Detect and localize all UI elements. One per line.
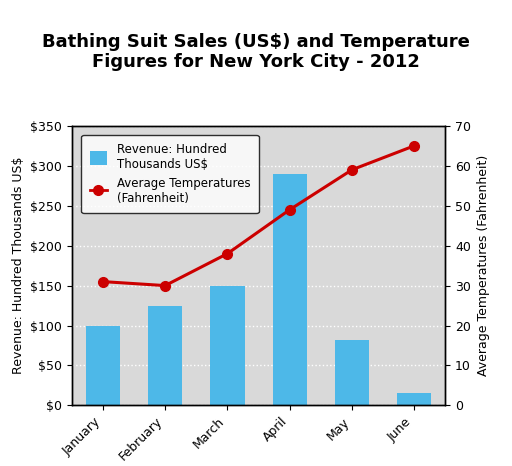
Bar — [397, 393, 432, 405]
Text: Bathing Suit Sales (US$) and Temperature
Figures for New York City - 2012: Bathing Suit Sales (US$) and Temperature… — [42, 33, 470, 71]
Bar — [148, 306, 182, 405]
Bar — [210, 286, 245, 405]
Bar — [335, 340, 369, 405]
Bar — [272, 174, 307, 405]
Legend: Revenue: Hundred
Thousands US$, Average Temperatures
(Fahrenheit): Revenue: Hundred Thousands US$, Average … — [81, 135, 259, 213]
Y-axis label: Revenue: Hundred Thousands US$: Revenue: Hundred Thousands US$ — [12, 157, 25, 374]
Y-axis label: Average Temperatures (Fahrenheit): Average Temperatures (Fahrenheit) — [477, 155, 489, 376]
Bar — [86, 326, 120, 405]
